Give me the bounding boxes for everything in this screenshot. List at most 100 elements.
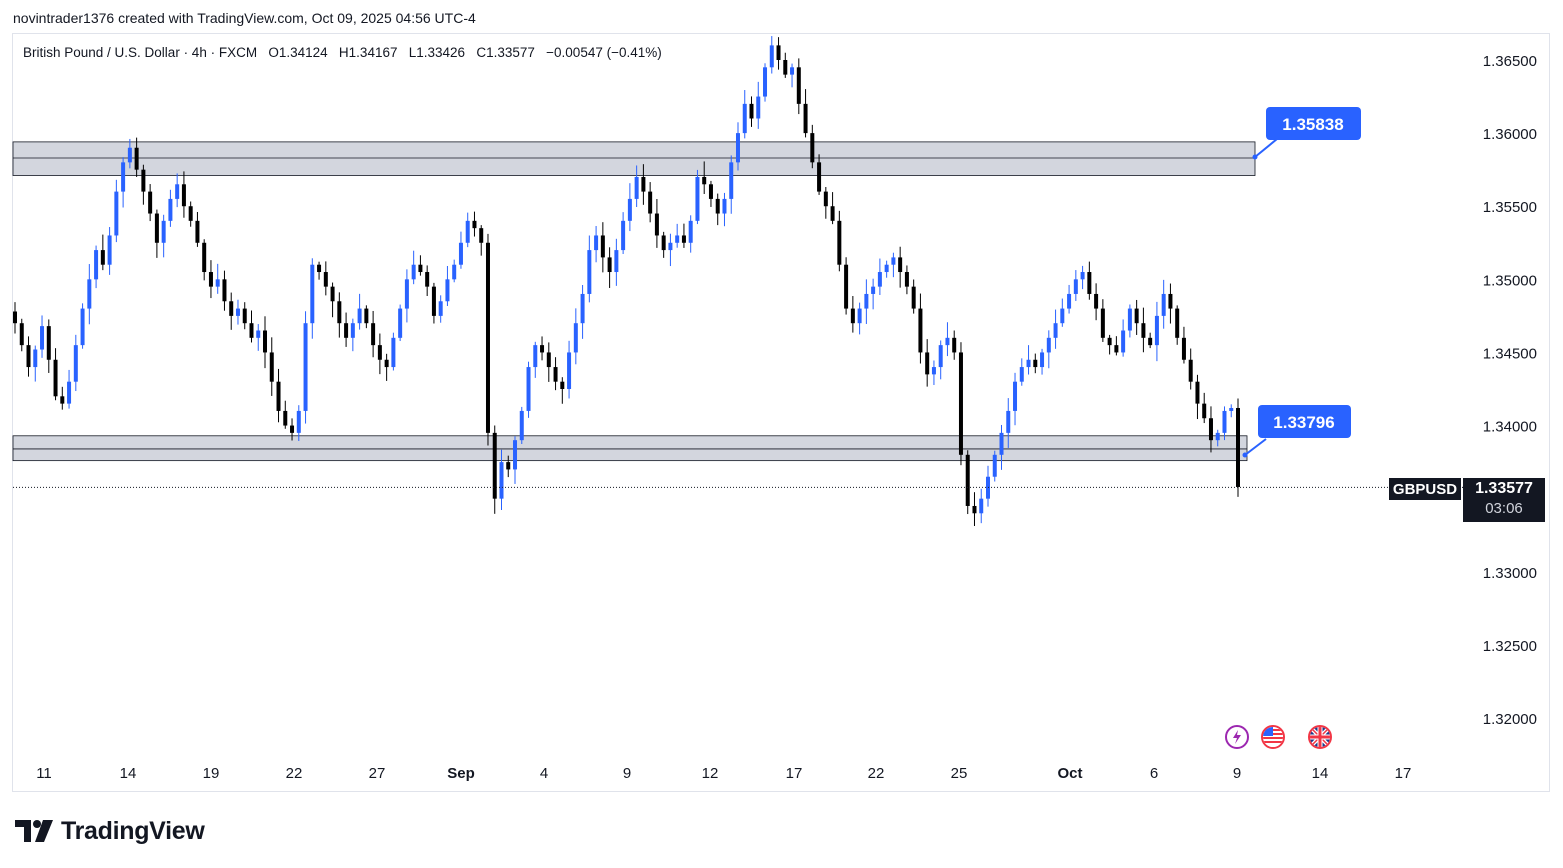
- candle[interactable]: [708, 180, 713, 207]
- candle[interactable]: [1026, 345, 1031, 375]
- candle[interactable]: [80, 303, 85, 349]
- price-zone[interactable]: [12, 141, 1256, 176]
- candle[interactable]: [796, 58, 801, 115]
- candle[interactable]: [817, 154, 822, 195]
- candle[interactable]: [1107, 334, 1112, 355]
- candle[interactable]: [33, 345, 38, 382]
- candle[interactable]: [979, 488, 984, 524]
- candle[interactable]: [344, 312, 349, 347]
- candle[interactable]: [168, 189, 173, 227]
- candle[interactable]: [391, 332, 396, 371]
- candle[interactable]: [323, 261, 328, 296]
- candle[interactable]: [1127, 304, 1132, 338]
- candle[interactable]: [479, 225, 484, 256]
- candle[interactable]: [904, 265, 909, 295]
- candle[interactable]: [181, 171, 186, 218]
- candle[interactable]: [1040, 348, 1045, 375]
- candle[interactable]: [94, 245, 99, 289]
- candle[interactable]: [560, 377, 565, 404]
- candle[interactable]: [594, 225, 599, 263]
- candle[interactable]: [857, 302, 862, 335]
- candle[interactable]: [553, 357, 558, 391]
- candle[interactable]: [931, 360, 936, 386]
- candle[interactable]: [1019, 358, 1024, 386]
- candle[interactable]: [1148, 332, 1153, 349]
- candle[interactable]: [53, 348, 58, 401]
- candle[interactable]: [715, 193, 720, 226]
- candle[interactable]: [837, 210, 842, 272]
- candle[interactable]: [242, 302, 247, 330]
- candle[interactable]: [587, 235, 592, 303]
- candle[interactable]: [148, 184, 153, 222]
- candle[interactable]: [526, 361, 531, 418]
- candle[interactable]: [310, 258, 315, 339]
- candle[interactable]: [722, 192, 727, 227]
- candle[interactable]: [654, 198, 659, 248]
- candle[interactable]: [1060, 298, 1065, 327]
- candle[interactable]: [222, 270, 227, 311]
- candle[interactable]: [769, 36, 774, 74]
- candle[interactable]: [675, 223, 680, 248]
- candle[interactable]: [898, 246, 903, 288]
- candle[interactable]: [121, 157, 126, 208]
- candle[interactable]: [830, 192, 835, 225]
- candle[interactable]: [1168, 283, 1173, 324]
- candle[interactable]: [661, 231, 666, 258]
- us-flag-icon[interactable]: [1261, 725, 1285, 749]
- candle[interactable]: [1094, 283, 1099, 321]
- chart-frame[interactable]: [12, 33, 1550, 792]
- candle[interactable]: [614, 238, 619, 286]
- candle[interactable]: [26, 336, 31, 377]
- candle[interactable]: [688, 215, 693, 253]
- candle[interactable]: [337, 292, 342, 338]
- candle[interactable]: [492, 425, 497, 514]
- candle[interactable]: [188, 201, 193, 227]
- brand-logo[interactable]: TradingView: [15, 816, 205, 846]
- candle[interactable]: [1236, 398, 1240, 497]
- candle[interactable]: [208, 260, 213, 299]
- candle[interactable]: [263, 316, 268, 369]
- candle[interactable]: [756, 81, 761, 129]
- candle[interactable]: [634, 165, 639, 207]
- candle[interactable]: [154, 209, 159, 258]
- candle[interactable]: [580, 284, 585, 339]
- candle[interactable]: [729, 155, 734, 214]
- candle[interactable]: [1046, 330, 1051, 369]
- candle[interactable]: [763, 63, 768, 102]
- candle[interactable]: [141, 164, 146, 205]
- candle[interactable]: [850, 296, 855, 333]
- candle[interactable]: [1100, 299, 1105, 342]
- candle[interactable]: [1087, 261, 1092, 300]
- candle[interactable]: [445, 266, 450, 306]
- candle[interactable]: [67, 369, 72, 409]
- candle[interactable]: [1195, 374, 1200, 420]
- candle[interactable]: [499, 449, 504, 511]
- candle[interactable]: [73, 334, 78, 392]
- candle[interactable]: [100, 234, 105, 271]
- candle[interactable]: [1188, 348, 1193, 390]
- candle[interactable]: [513, 436, 518, 484]
- candle[interactable]: [810, 124, 815, 169]
- candle[interactable]: [621, 212, 626, 255]
- candle[interactable]: [864, 279, 869, 324]
- candle[interactable]: [1215, 429, 1220, 447]
- candle[interactable]: [742, 90, 747, 139]
- candle[interactable]: [823, 187, 828, 219]
- candle[interactable]: [202, 239, 207, 281]
- candle[interactable]: [371, 310, 376, 358]
- candle[interactable]: [972, 492, 977, 526]
- candle[interactable]: [877, 258, 882, 295]
- candle[interactable]: [1154, 301, 1159, 362]
- candle[interactable]: [19, 318, 24, 352]
- candle[interactable]: [911, 279, 916, 314]
- candle[interactable]: [952, 330, 957, 360]
- candle[interactable]: [296, 405, 301, 441]
- candle[interactable]: [13, 302, 17, 334]
- candle[interactable]: [1080, 265, 1085, 290]
- candle[interactable]: [357, 293, 362, 330]
- candle[interactable]: [546, 342, 551, 382]
- candle[interactable]: [485, 233, 490, 446]
- candle[interactable]: [134, 137, 139, 177]
- candle[interactable]: [107, 227, 112, 275]
- candle[interactable]: [235, 299, 240, 325]
